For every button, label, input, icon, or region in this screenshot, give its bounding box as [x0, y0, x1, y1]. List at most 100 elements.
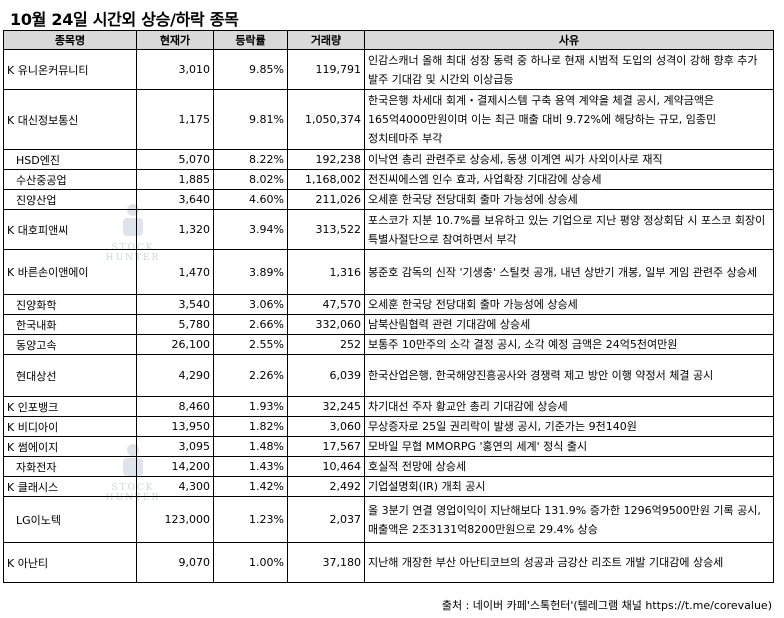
stock-change: 3.06% [213, 294, 288, 315]
stock-price: 4,290 [136, 354, 214, 397]
stock-change: 3.89% [213, 249, 288, 295]
stock-reason: 남북산림협력 관련 기대감에 상승세 [364, 314, 774, 335]
table-header-row: 종목명 현재가 등락률 거래량 사유 [3, 30, 774, 50]
stock-change: 1.93% [213, 396, 288, 417]
stock-name: 자화전자 [3, 456, 137, 477]
stock-volume: 2,037 [287, 496, 365, 543]
stock-name: K 썸에이지 [3, 436, 137, 457]
stock-reason: 올 3분기 연결 영업이익이 지난해보다 131.9% 증가한 1296억950… [364, 496, 774, 543]
stock-name: 진양산업 [3, 189, 137, 210]
stock-price: 13,950 [136, 416, 214, 437]
stock-price: 5,070 [136, 149, 214, 170]
stock-price: 9,070 [136, 542, 214, 583]
stock-price: 14,200 [136, 456, 214, 477]
stock-change: 1.23% [213, 496, 288, 543]
table-row: 한국내화 5,780 2.66% 332,060 남북산림협력 관련 기대감에 … [3, 314, 774, 335]
stock-table: 종목명 현재가 등락률 거래량 사유 K 유니온커뮤니티 3,010 9.85%… [3, 30, 774, 583]
table-row: K 대신정보통신 1,175 9.81% 1,050,374 한국은행 차세대 … [3, 89, 774, 150]
stock-price: 1,470 [136, 249, 214, 295]
stock-name: K 인포뱅크 [3, 396, 137, 417]
stock-reason: 한국은행 차세대 회계・결제시스템 구축 용역 계약을 체결 공시, 계약금액은… [364, 89, 774, 150]
table-row: 수산중공업 1,885 8.02% 1,168,002 전진씨에스엠 인수 효과… [3, 169, 774, 190]
table-row: 진양화학 3,540 3.06% 47,570 오세훈 한국당 전당대회 출마 … [3, 294, 774, 315]
stock-volume: 17,567 [287, 436, 365, 457]
stock-name: 현대상선 [3, 354, 137, 397]
stock-change: 1.43% [213, 456, 288, 477]
stock-volume: 119,791 [287, 49, 365, 90]
stock-volume: 332,060 [287, 314, 365, 335]
stock-volume: 313,522 [287, 209, 365, 250]
stock-price: 26,100 [136, 334, 214, 355]
stock-name: K 비디아이 [3, 416, 137, 437]
stock-name: 수산중공업 [3, 169, 137, 190]
table-row: HSD엔진 5,070 8.22% 192,238 이낙연 총리 관련주로 상승… [3, 149, 774, 170]
stock-price: 1,320 [136, 209, 214, 250]
table-row: K 유니온커뮤니티 3,010 9.85% 119,791 인감스캐너 올해 최… [3, 49, 774, 90]
stock-price: 3,640 [136, 189, 214, 210]
stock-price: 8,460 [136, 396, 214, 417]
stock-change: 1.48% [213, 436, 288, 457]
stock-reason: 호실적 전망에 상승세 [364, 456, 774, 477]
stock-reason: 한국산업은행, 한국해양진흥공사와 경쟁력 제고 방안 이행 약정서 체결 공시 [364, 354, 774, 397]
table-row: K 대호피앤씨 1,320 3.94% 313,522 포스코가 지분 10.7… [3, 209, 774, 250]
table-row: K 클래시스 4,300 1.42% 2,492 기업설명회(IR) 개최 공시 [3, 476, 774, 497]
table-row: 동양고속 26,100 2.55% 252 보통주 10만주의 소각 결정 공시… [3, 334, 774, 355]
stock-name: K 대호피앤씨 [3, 209, 137, 250]
stock-name: 동양고속 [3, 334, 137, 355]
stock-reason: 오세훈 한국당 전당대회 출마 가능성에 상승세 [364, 294, 774, 315]
table-row: K 바른손이앤에이 1,470 3.89% 1,316 봉준호 감독의 신작 '… [3, 249, 774, 295]
stock-volume: 3,060 [287, 416, 365, 437]
stock-change: 9.81% [213, 89, 288, 150]
stock-reason: 기업설명회(IR) 개최 공시 [364, 476, 774, 497]
stock-reason: 보통주 10만주의 소각 결정 공시, 소각 예정 금액은 24억5천여만원 [364, 334, 774, 355]
table-row: K 인포뱅크 8,460 1.93% 32,245 차기대선 주자 황교안 총리… [3, 396, 774, 417]
stock-name: K 클래시스 [3, 476, 137, 497]
stock-reason: 인감스캐너 올해 최대 성장 동력 중 하나로 현재 시범적 도입의 성격이 강… [364, 49, 774, 90]
stock-name: 진양화학 [3, 294, 137, 315]
table-row: K 비디아이 13,950 1.82% 3,060 무상증자로 25일 권리락이… [3, 416, 774, 437]
stock-change: 2.66% [213, 314, 288, 335]
stock-change: 1.82% [213, 416, 288, 437]
stock-change: 2.55% [213, 334, 288, 355]
stock-change: 9.85% [213, 49, 288, 90]
stock-change: 3.94% [213, 209, 288, 250]
header-volume: 거래량 [287, 30, 365, 50]
header-name: 종목명 [3, 30, 137, 50]
stock-price: 4,300 [136, 476, 214, 497]
table-row: 자화전자 14,200 1.43% 10,464 호실적 전망에 상승세 [3, 456, 774, 477]
stock-reason: 포스코가 지분 10.7%를 보유하고 있는 기업으로 지난 평양 정상회담 시… [364, 209, 774, 250]
stock-reason: 지난해 개장한 부산 아난티코브의 성공과 금강산 리조트 개발 기대감에 상승… [364, 542, 774, 583]
stock-name: HSD엔진 [3, 149, 137, 170]
table-row: LG이노텍 123,000 1.23% 2,037 올 3분기 연결 영업이익이… [3, 496, 774, 543]
stock-change: 1.00% [213, 542, 288, 583]
stock-volume: 32,245 [287, 396, 365, 417]
stock-price: 1,885 [136, 169, 214, 190]
stock-volume: 1,050,374 [287, 89, 365, 150]
stock-reason: 전진씨에스엠 인수 효과, 사업확장 기대감에 상승세 [364, 169, 774, 190]
stock-name: LG이노텍 [3, 496, 137, 543]
table-row: K 아난티 9,070 1.00% 37,180 지난해 개장한 부산 아난티코… [3, 542, 774, 583]
stock-reason: 무상증자로 25일 권리락이 발생 공시, 기준가는 9천140원 [364, 416, 774, 437]
stock-change: 4.60% [213, 189, 288, 210]
table-row: 현대상선 4,290 2.26% 6,039 한국산업은행, 한국해양진흥공사와… [3, 354, 774, 397]
stock-volume: 1,316 [287, 249, 365, 295]
stock-price: 123,000 [136, 496, 214, 543]
stock-change: 2.26% [213, 354, 288, 397]
stock-change: 1.42% [213, 476, 288, 497]
stock-volume: 252 [287, 334, 365, 355]
header-change: 등락률 [213, 30, 288, 50]
stock-volume: 1,168,002 [287, 169, 365, 190]
stock-change: 8.22% [213, 149, 288, 170]
stock-volume: 192,238 [287, 149, 365, 170]
table-row: 진양산업 3,640 4.60% 211,026 오세훈 한국당 전당대회 출마… [3, 189, 774, 210]
stock-name: K 대신정보통신 [3, 89, 137, 150]
stock-change: 8.02% [213, 169, 288, 190]
stock-volume: 37,180 [287, 542, 365, 583]
stock-price: 3,010 [136, 49, 214, 90]
page-title: 10월 24일 시간외 상승/하락 종목 [10, 10, 239, 29]
stock-price: 5,780 [136, 314, 214, 335]
stock-price: 3,095 [136, 436, 214, 457]
stock-price: 3,540 [136, 294, 214, 315]
stock-name: K 바른손이앤에이 [3, 249, 137, 295]
header-reason: 사유 [364, 30, 774, 50]
